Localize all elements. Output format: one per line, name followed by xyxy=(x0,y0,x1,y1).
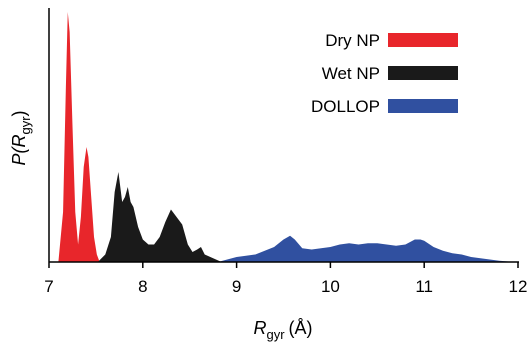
x-tick-label: 9 xyxy=(232,277,241,296)
x-tick-label: 11 xyxy=(415,277,433,296)
x-tick-label: 7 xyxy=(44,277,53,296)
legend: Dry NP Wet NP DOLLOP xyxy=(311,31,458,116)
x-tick-label: 12 xyxy=(509,277,528,296)
legend-label-dry-np: Dry NP xyxy=(325,31,380,50)
legend-swatch-wet-np xyxy=(388,66,458,80)
series-area-dollop xyxy=(217,235,518,262)
legend-label-dollop: DOLLOP xyxy=(311,97,380,116)
series-area-dry-np xyxy=(58,12,100,262)
x-tick-label: 10 xyxy=(321,277,340,296)
x-tick-label: 8 xyxy=(138,277,147,296)
legend-label-wet-np: Wet NP xyxy=(322,64,380,83)
legend-swatch-dry-np xyxy=(388,33,458,47)
x-axis-label: Rgyr (Å) xyxy=(253,318,312,342)
series-areas xyxy=(58,12,518,262)
series-area-wet-np xyxy=(97,172,222,262)
y-axis-label: P(Rgyr) xyxy=(9,110,33,165)
x-ticks: 7 8 9 10 11 12 xyxy=(44,262,527,296)
axes xyxy=(48,8,519,263)
legend-swatch-dollop xyxy=(388,99,458,113)
